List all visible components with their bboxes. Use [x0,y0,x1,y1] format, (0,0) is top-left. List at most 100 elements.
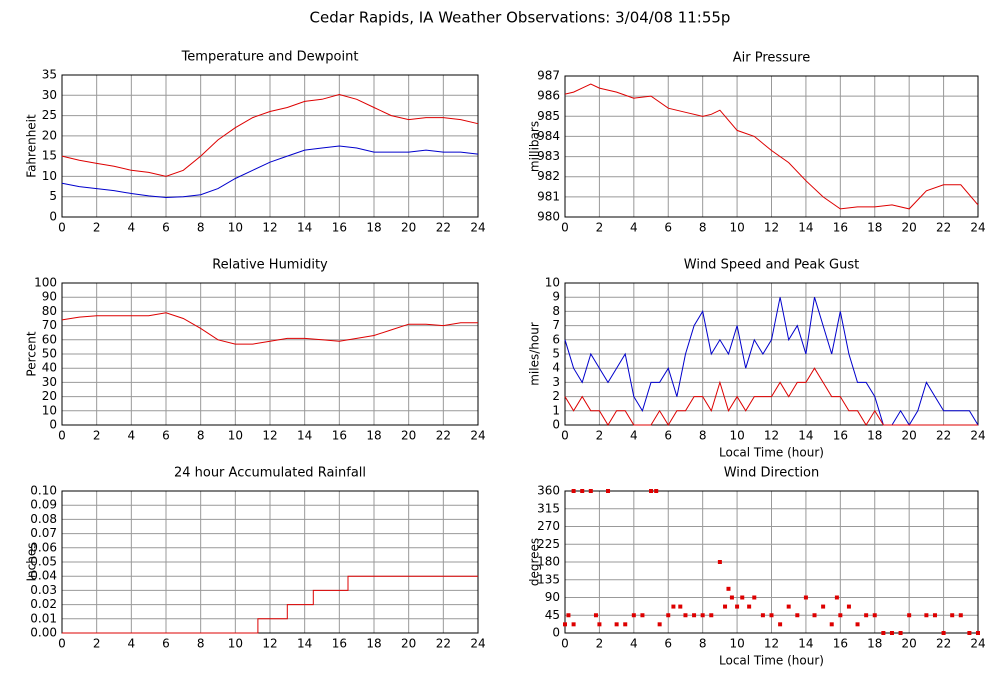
x-tick-label: 18 [867,221,882,235]
x-tick-label: 16 [833,221,848,235]
x-tick-label: 16 [332,637,347,651]
x-tick-label: 0 [561,637,569,651]
data-point [821,604,826,609]
data-point [907,613,912,618]
y-tick-label: 0.05 [30,555,57,569]
data-point [760,613,765,618]
y-tick-label: 60 [42,332,57,346]
y-tick-label: 6 [552,332,560,346]
data-point [752,595,757,600]
y-tick-label: 980 [537,210,560,224]
x-tick-label: 22 [436,429,451,443]
x-tick-label: 4 [630,221,638,235]
data-point [846,604,851,609]
y-tick-label: 981 [537,189,560,203]
x-tick-label: 20 [401,221,416,235]
data-point [829,622,834,627]
y-tick-label: 0.09 [30,498,57,512]
y-tick-label: 0.07 [30,526,57,540]
y-tick-label: 30 [42,88,57,102]
chart-title: Wind Direction [724,466,820,481]
data-point [941,631,946,635]
plot-frame [61,74,479,218]
data-point [671,604,676,609]
data-point [769,613,774,618]
data-point [683,613,688,618]
y-tick-label: 8 [552,304,560,318]
x-tick-label: 2 [93,429,101,443]
y-tick-label: 984 [537,129,560,143]
x-tick-label: 22 [936,637,951,651]
x-tick-label: 24 [470,221,485,235]
data-line [61,93,479,177]
y-tick-label: 135 [537,572,560,586]
data-point [631,613,636,618]
y-tick-label: 10 [42,403,57,417]
x-tick-label: 6 [664,221,672,235]
x-tick-label: 22 [436,221,451,235]
y-tick-label: 30 [42,375,57,389]
y-tick-label: 20 [42,389,57,403]
x-tick-label: 2 [93,221,101,235]
data-point [678,604,683,609]
data-point [709,613,714,618]
x-tick-label: 6 [162,221,170,235]
x-tick-label: 10 [228,637,243,651]
y-tick-label: 0 [552,626,560,640]
x-tick-label: 22 [936,429,951,443]
x-tick-label: 8 [197,221,205,235]
data-point [649,489,654,493]
y-tick-label: 15 [42,149,57,163]
data-point [597,622,602,627]
x-tick-label: 22 [436,637,451,651]
y-axis-label: millibars [528,121,542,172]
chart-title: Temperature and Dewpoint [181,50,359,65]
y-axis-label: Percent [25,331,39,376]
x-tick-label: 12 [764,221,779,235]
y-tick-label: 0.10 [30,484,57,498]
x-tick-label: 4 [630,637,638,651]
plot-frame [61,282,479,426]
data-point [723,604,728,609]
data-point [566,613,571,618]
x-tick-label: 12 [262,637,277,651]
x-tick-label: 14 [297,429,312,443]
x-tick-label: 20 [401,637,416,651]
chart-title: 24 hour Accumulated Rainfall [174,466,366,481]
x-tick-label: 16 [332,429,347,443]
y-axis-label: degrees [528,538,542,586]
data-point [786,604,791,609]
x-tick-label: 24 [470,637,485,651]
data-point [778,622,783,627]
data-point [950,613,955,618]
y-tick-label: 35 [42,68,57,82]
y-tick-label: 50 [42,347,57,361]
chart-title: Air Pressure [733,51,811,66]
x-tick-label: 6 [664,429,672,443]
data-line [61,312,478,345]
x-tick-label: 24 [970,221,985,235]
y-tick-label: 3 [552,375,560,389]
x-tick-label: 2 [93,637,101,651]
x-tick-label: 20 [902,429,917,443]
x-tick-label: 0 [561,221,569,235]
y-tick-label: 986 [537,89,560,103]
data-point [654,489,659,493]
x-tick-label: 8 [197,429,205,443]
x-tick-label: 18 [366,637,381,651]
y-axis-label: Fahrenheit [25,114,39,178]
y-tick-label: 2 [552,389,560,403]
y-tick-label: 270 [537,519,560,533]
y-tick-label: 0.01 [30,611,57,625]
chart-title: Wind Speed and Peak Gust [684,258,859,273]
x-tick-label: 24 [470,429,485,443]
x-tick-label: 20 [902,221,917,235]
y-tick-label: 0.04 [30,569,57,583]
chart-title: Relative Humidity [212,258,328,273]
x-tick-label: 4 [128,429,136,443]
data-line [62,575,478,634]
data-point [666,613,671,618]
x-tick-label: 0 [561,429,569,443]
x-tick-label: 10 [228,429,243,443]
